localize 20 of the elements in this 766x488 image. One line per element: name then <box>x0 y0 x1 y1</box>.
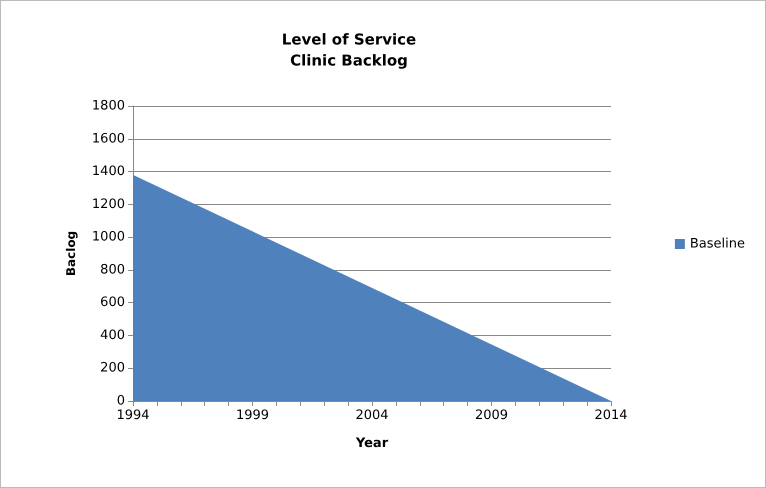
y-tick-label: 200 <box>100 360 125 376</box>
x-tick-label: 2004 <box>355 408 389 423</box>
y-tick-label: 1200 <box>92 196 125 212</box>
y-tick-label: 1400 <box>92 164 125 180</box>
y-tick-label: 0 <box>116 394 125 408</box>
y-tick-label: 1600 <box>92 131 125 146</box>
legend-label: Baseline <box>690 236 746 252</box>
chart-title: Level of Service <box>282 30 416 48</box>
y-tick-label: 400 <box>100 328 125 343</box>
chart-subtitle: Clinic Backlog <box>290 52 408 70</box>
y-tick-label: 800 <box>100 262 125 278</box>
y-axis-title: Baclog <box>64 230 78 276</box>
x-tick-label: 2014 <box>594 408 628 423</box>
y-tick-label: 1000 <box>92 230 125 245</box>
x-axis-title: Year <box>354 436 389 451</box>
y-tick-label: 600 <box>100 295 125 310</box>
x-tick-label: 1999 <box>236 408 270 423</box>
x-tick-label: 1994 <box>116 408 150 423</box>
y-tick-label: 1800 <box>92 98 125 114</box>
x-tick-label: 2009 <box>474 408 508 423</box>
